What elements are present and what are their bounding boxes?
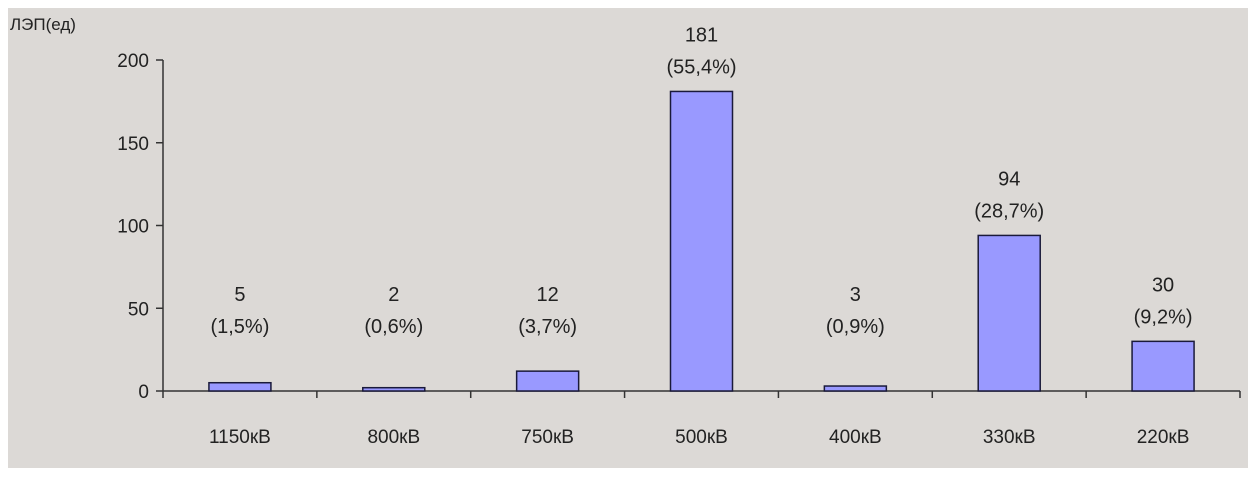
x-tick-label: 800кВ: [367, 427, 420, 448]
bar: [1131, 340, 1195, 392]
y-tick-label: 50: [128, 299, 149, 320]
y-tick-label: 150: [117, 134, 149, 155]
bar: [515, 370, 580, 392]
y-tick-label: 0: [138, 382, 149, 403]
value-label: 3: [850, 284, 861, 306]
axes: 0 50 100 150 200: [117, 51, 1241, 403]
x-tick-label: 1150кВ: [209, 427, 271, 448]
y-axis-label: ЛЭП(ед): [10, 15, 76, 34]
value-label: 5: [234, 284, 245, 306]
y-tick-label: 100: [117, 217, 149, 238]
bar: [823, 385, 888, 392]
labels: 5 (1,5%) 1150кВ 2 (0,6%) 800кВ 12 (3,7%) 750кВ 18…: [209, 24, 1193, 448]
bar: [208, 381, 272, 392]
bar: [977, 234, 1041, 392]
y-tick-label: 200: [117, 51, 149, 72]
value-label: 2: [388, 284, 399, 306]
value-label: 181: [685, 24, 718, 46]
percent-label: (0,9%): [826, 316, 885, 338]
percent-label: (9,2%): [1134, 306, 1193, 328]
chart-background: [8, 8, 1248, 468]
percent-label: (0,6%): [364, 316, 423, 338]
value-label: 12: [537, 284, 559, 306]
x-tick-label: 400кВ: [829, 427, 882, 448]
x-tick-label: 330кВ: [983, 427, 1036, 448]
value-label: 94: [998, 168, 1020, 190]
bar: [669, 90, 734, 392]
percent-label: (3,7%): [518, 316, 577, 338]
percent-label: (28,7%): [974, 200, 1044, 222]
bar: [362, 386, 426, 392]
bars: [208, 90, 1195, 392]
percent-label: (55,4%): [666, 56, 736, 78]
percent-label: (1,5%): [210, 316, 269, 338]
x-tick-label: 500кВ: [675, 427, 728, 448]
x-tick-label: 750кВ: [521, 427, 574, 448]
value-label: 30: [1152, 274, 1174, 296]
x-tick-label: 220кВ: [1137, 427, 1190, 448]
